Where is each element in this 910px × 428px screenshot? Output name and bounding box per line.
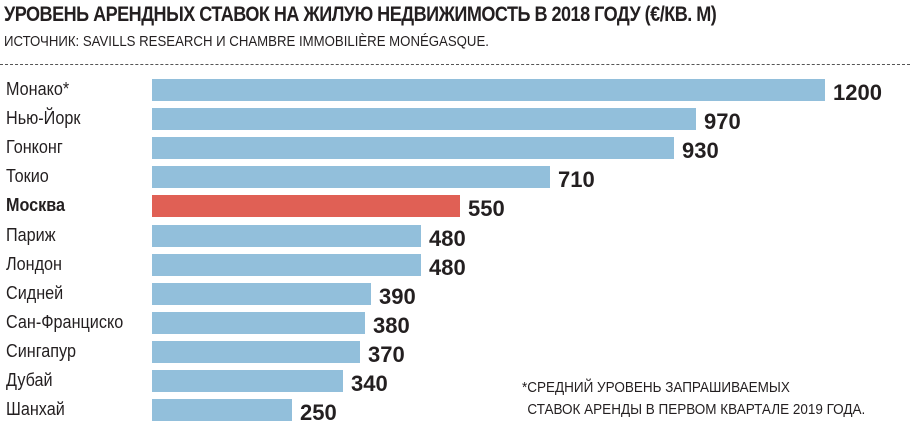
bar-row: Лондон 480 — [0, 253, 910, 282]
category-label: Гонконг — [6, 137, 63, 158]
bar — [152, 399, 292, 422]
category-label: Париж — [6, 224, 56, 245]
value-label: 480 — [429, 254, 466, 280]
bar — [152, 195, 460, 218]
bar-row: Шанхай 250 — [0, 398, 910, 427]
bar — [152, 137, 674, 160]
category-label: Дубай — [6, 370, 53, 390]
footnote: *СРЕДНИЙ УРОВЕНЬ ЗАПРАШИВАЕМЫХ СТАВОК АР… — [522, 377, 865, 421]
value-label: 970 — [704, 109, 741, 135]
bar-row: Сидней 390 — [0, 282, 910, 311]
chart-title: УРОВЕНЬ АРЕНДНЫХ СТАВОК НА ЖИЛУЮ НЕДВИЖИ… — [4, 3, 717, 26]
bar-row: Париж 480 — [0, 224, 910, 253]
value-label: 550 — [468, 196, 505, 222]
category-label: Сан-Франциско — [6, 311, 124, 332]
bar — [152, 370, 343, 392]
divider — [0, 64, 910, 65]
bar-row: Монако* 1200 — [0, 78, 910, 107]
category-label: Токио — [6, 166, 49, 187]
bar — [152, 108, 696, 131]
bar — [152, 282, 371, 305]
value-label: 1200 — [833, 80, 882, 105]
bar — [152, 340, 360, 363]
value-label: 710 — [558, 167, 595, 193]
value-label: 250 — [300, 400, 337, 426]
value-label: 380 — [373, 312, 410, 338]
value-label: 930 — [682, 138, 719, 164]
category-label: Сидней — [6, 282, 64, 303]
bar-row: Токио 710 — [0, 165, 910, 194]
footnote-line: *СРЕДНИЙ УРОВЕНЬ ЗАПРАШИВАЕМЫХ — [522, 379, 790, 396]
bar-row: Дубай 340 — [0, 369, 910, 398]
value-label: 340 — [351, 371, 388, 396]
bar-row: Сингапур 370 — [0, 340, 910, 369]
category-label: Сингапур — [6, 340, 76, 361]
category-label: Монако* — [6, 79, 70, 99]
bar-row: Сан-Франциско 380 — [0, 311, 910, 340]
category-label: Нью-Йорк — [6, 108, 81, 129]
bar — [152, 253, 421, 276]
chart-source: ИСТОЧНИК: SAVILLS RESEARCH И CHAMBRE IMM… — [4, 33, 489, 50]
value-label: 390 — [379, 283, 416, 309]
bar-row: Нью-Йорк 970 — [0, 107, 910, 136]
bar — [152, 79, 825, 101]
bar-row: Москва 550 — [0, 194, 910, 223]
bar — [152, 224, 421, 247]
bar — [152, 311, 365, 334]
category-label: Шанхай — [6, 399, 65, 420]
bar — [152, 166, 550, 189]
category-label: Москва — [6, 195, 66, 216]
category-label: Лондон — [6, 253, 62, 274]
bar-row: Гонконг 930 — [0, 136, 910, 165]
footnote-line: СТАВОК АРЕНДЫ В ПЕРВОМ КВАРТАЛЕ 2019 ГОД… — [527, 401, 866, 418]
value-label: 480 — [429, 225, 466, 251]
value-label: 370 — [368, 341, 405, 367]
